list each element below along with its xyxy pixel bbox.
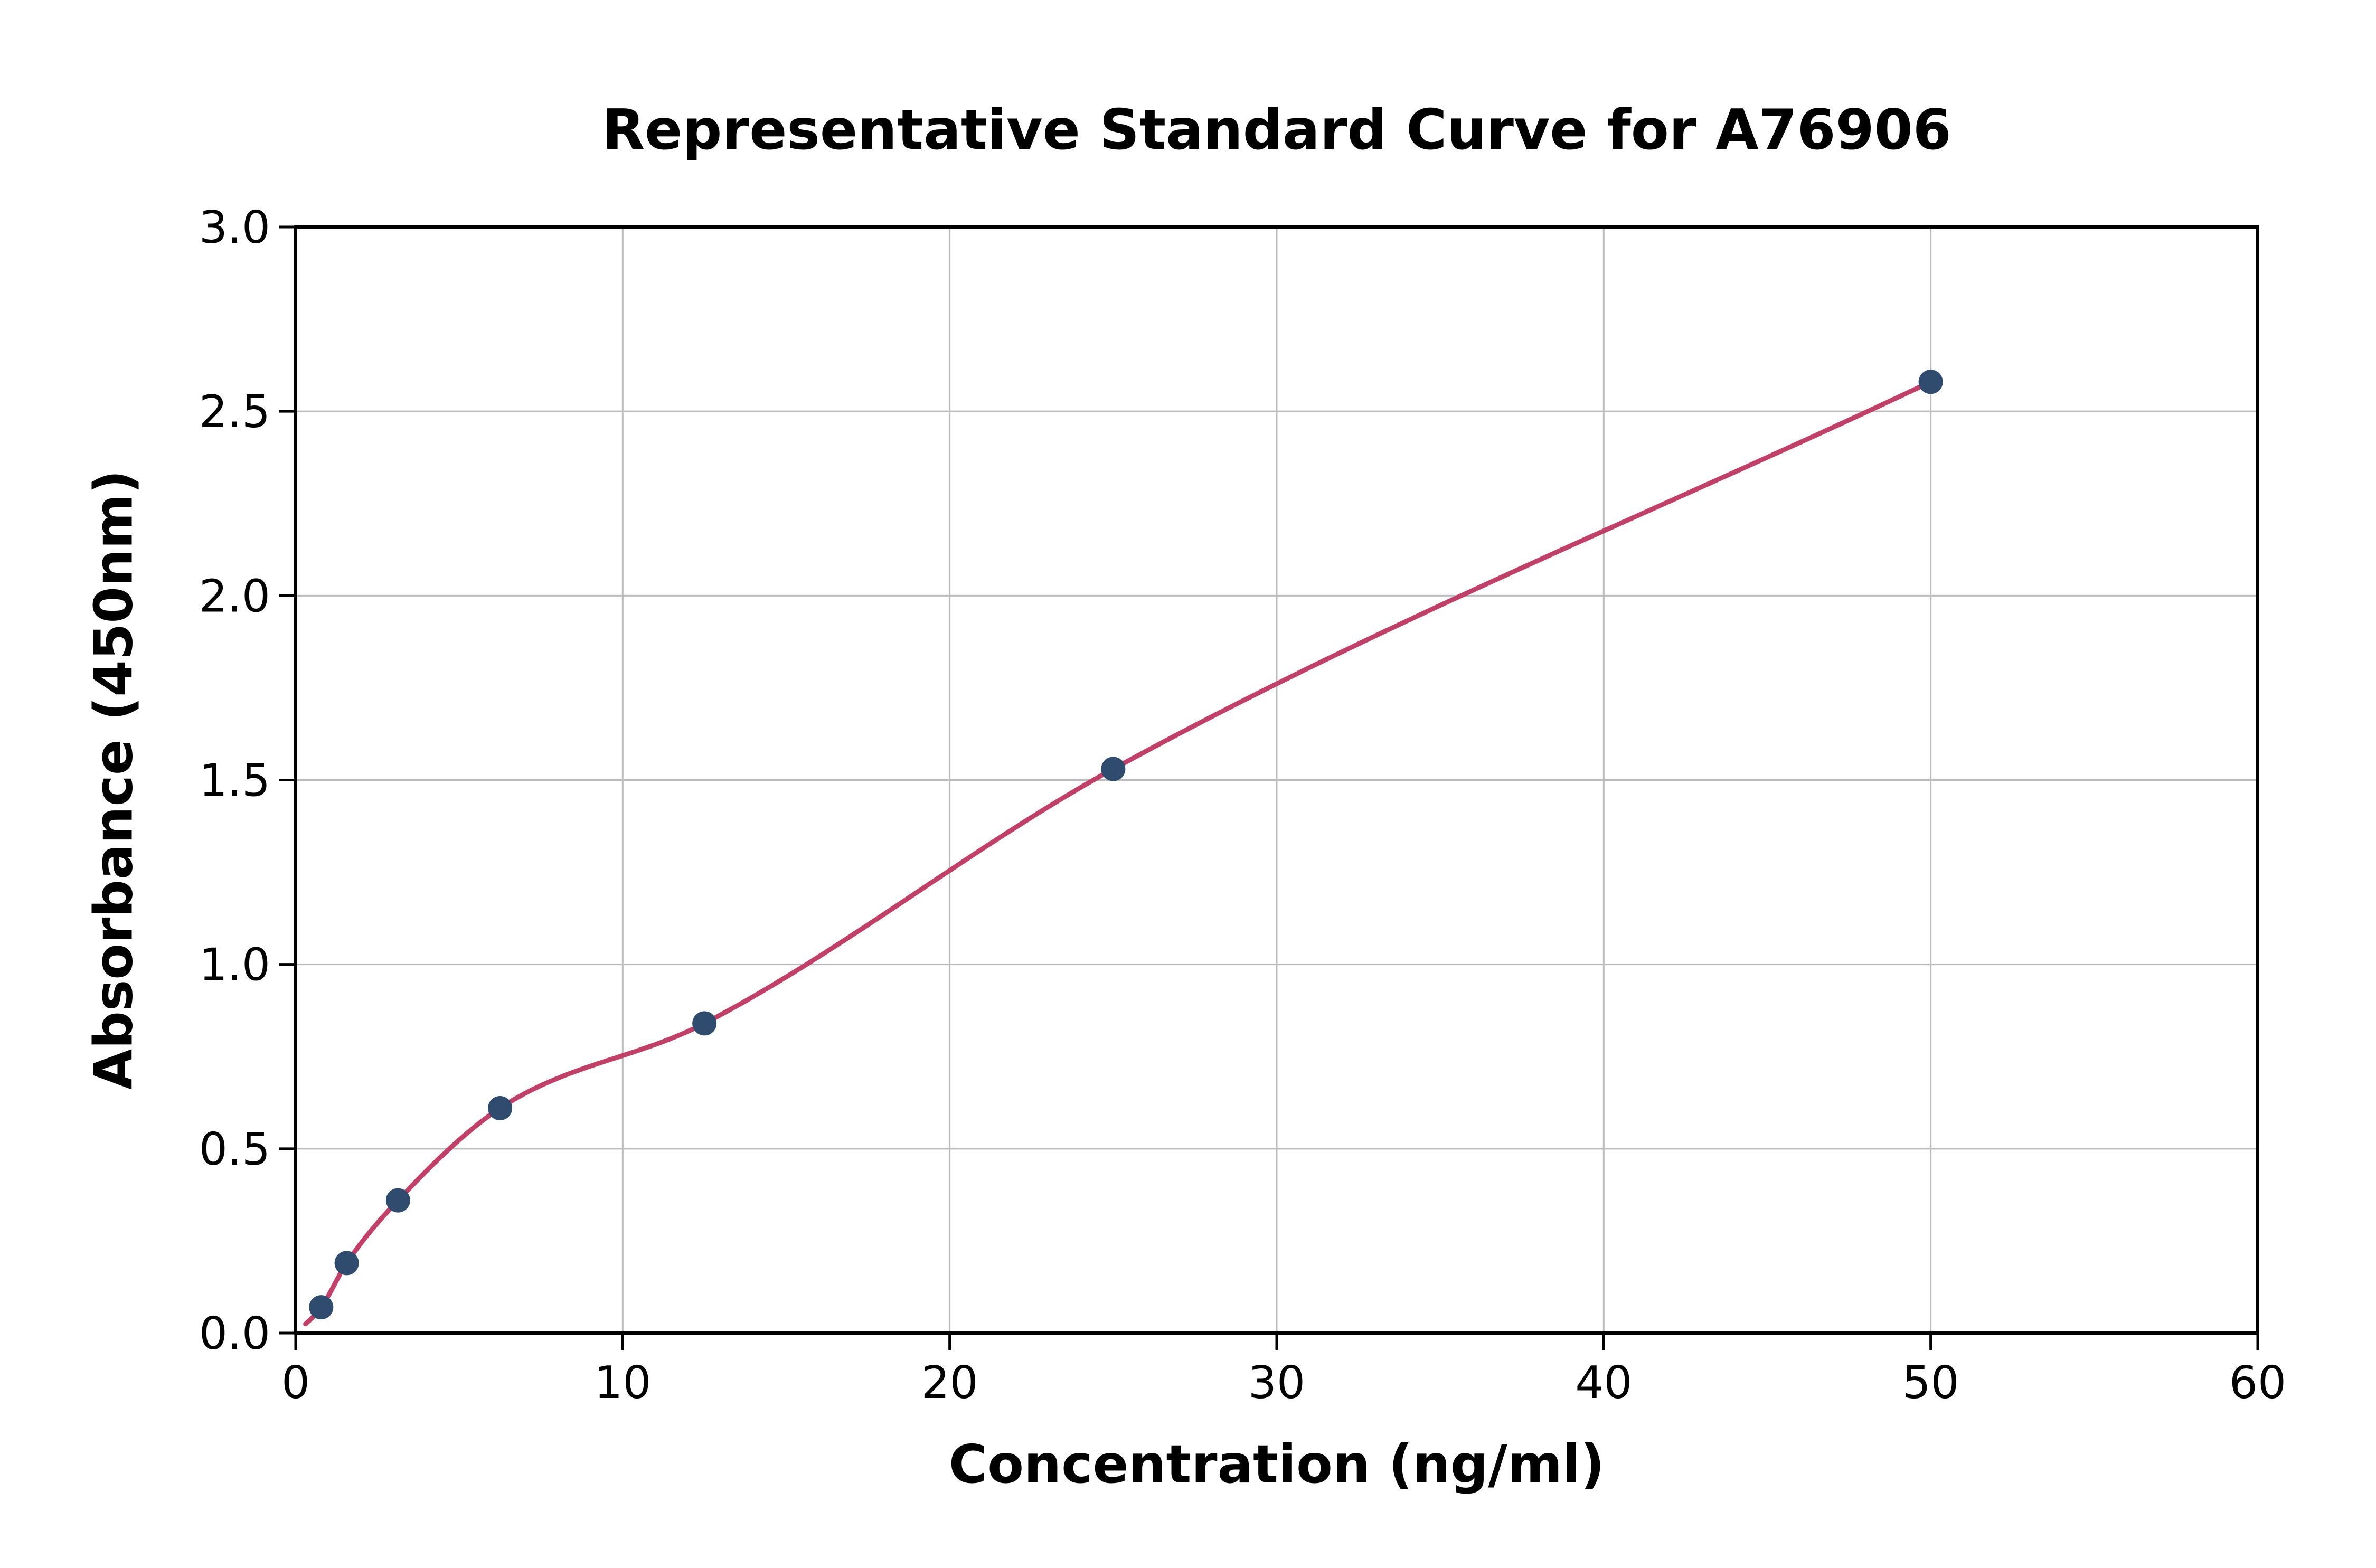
chart-title: Representative Standard Curve for A76906 xyxy=(602,98,1951,162)
x-tick-label: 60 xyxy=(2229,1357,2286,1409)
y-tick-label: 0.0 xyxy=(199,1308,270,1360)
data-point xyxy=(692,1011,717,1036)
x-tick-label: 10 xyxy=(594,1357,651,1409)
data-point xyxy=(488,1096,513,1121)
x-tick-label: 30 xyxy=(1248,1357,1305,1409)
y-tick-label: 1.5 xyxy=(199,755,270,807)
data-point xyxy=(1918,370,1943,394)
y-tick-label: 2.0 xyxy=(199,570,270,622)
x-tick-label: 0 xyxy=(281,1357,310,1409)
y-tick-label: 3.0 xyxy=(199,202,270,254)
y-tick-label: 0.5 xyxy=(199,1123,270,1176)
x-tick-label: 50 xyxy=(1902,1357,1959,1409)
x-tick-label: 40 xyxy=(1575,1357,1632,1409)
data-point xyxy=(385,1188,410,1213)
data-point xyxy=(309,1295,334,1320)
y-tick-label: 1.0 xyxy=(199,939,270,991)
x-tick-label: 20 xyxy=(921,1357,978,1409)
x-axis-label: Concentration (ng/ml) xyxy=(948,1433,1605,1495)
data-point xyxy=(334,1251,359,1276)
fit-curve xyxy=(303,379,1934,1327)
y-tick-label: 2.5 xyxy=(199,386,270,438)
data-point xyxy=(1101,757,1126,781)
